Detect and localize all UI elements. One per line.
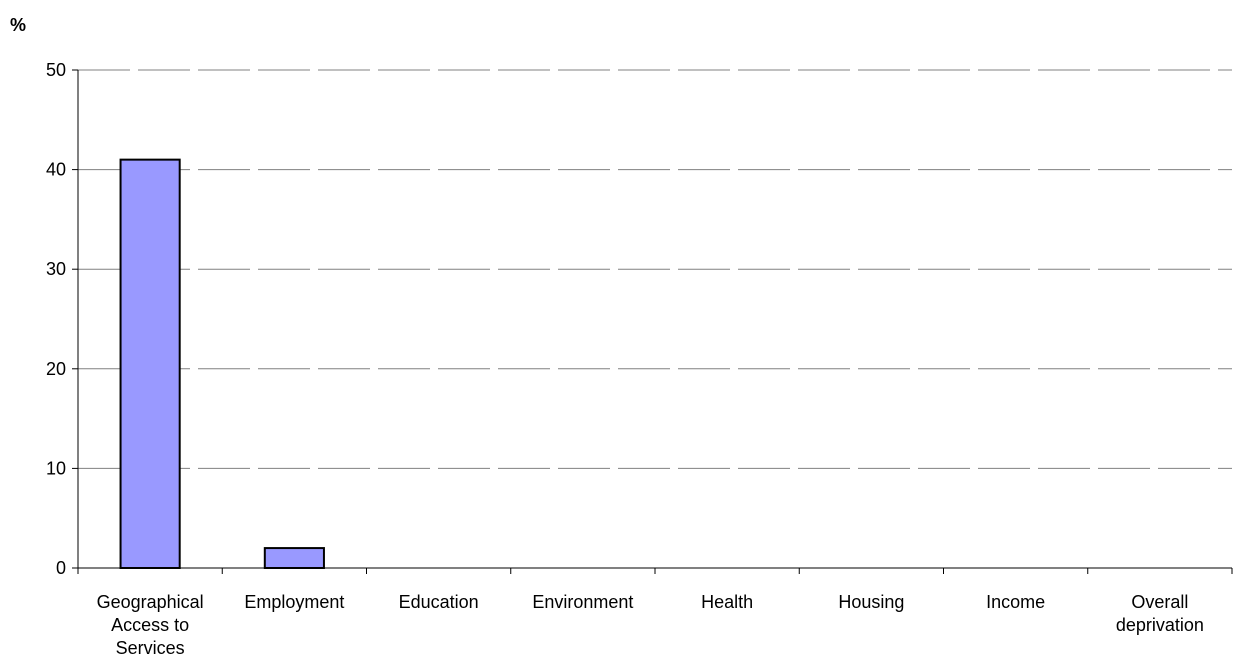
x-tick-label-line: Health (701, 592, 753, 612)
y-tick-label: 30 (46, 259, 66, 279)
bars (119, 158, 325, 570)
y-axis-unit-label: % (10, 15, 26, 35)
y-axis-ticks: 0 10 20 30 40 50 (46, 60, 78, 578)
bar (119, 158, 181, 569)
x-tick-label-line: Housing (838, 592, 904, 612)
x-tick-label-line: Services (116, 638, 185, 658)
x-tick-label-line: deprivation (1116, 615, 1204, 635)
x-tick-label: Education (399, 592, 479, 612)
x-tick-label: Employment (244, 592, 344, 612)
x-tick-label-line: Income (986, 592, 1045, 612)
y-tick-label: 20 (46, 359, 66, 379)
x-tick-label-line: Environment (532, 592, 633, 612)
y-tick-label: 0 (56, 558, 66, 578)
x-tick-label-line: Geographical (97, 592, 204, 612)
x-tick-label-line: Access to (111, 615, 189, 635)
x-tick-label: Environment (532, 592, 633, 612)
axes (77, 70, 1232, 569)
x-tick-label: Health (701, 592, 753, 612)
x-tick-label-line: Employment (244, 592, 344, 612)
y-tick-label: 10 (46, 458, 66, 478)
gridlines (78, 69, 1232, 469)
x-axis-ticks: Geographical Access to Services Employment E… (77, 568, 1233, 658)
x-tick-label-line: Education (399, 592, 479, 612)
x-tick-label: Income (986, 592, 1045, 612)
x-tick-label: Geographical Access to Services (97, 592, 204, 658)
x-tick-label: Overall deprivation (1116, 592, 1204, 635)
x-tick-label-line: Overall (1131, 592, 1188, 612)
y-tick-label: 50 (46, 60, 66, 80)
x-tick-label: Housing (838, 592, 904, 612)
y-tick-label: 40 (46, 160, 66, 180)
bar (263, 547, 325, 570)
